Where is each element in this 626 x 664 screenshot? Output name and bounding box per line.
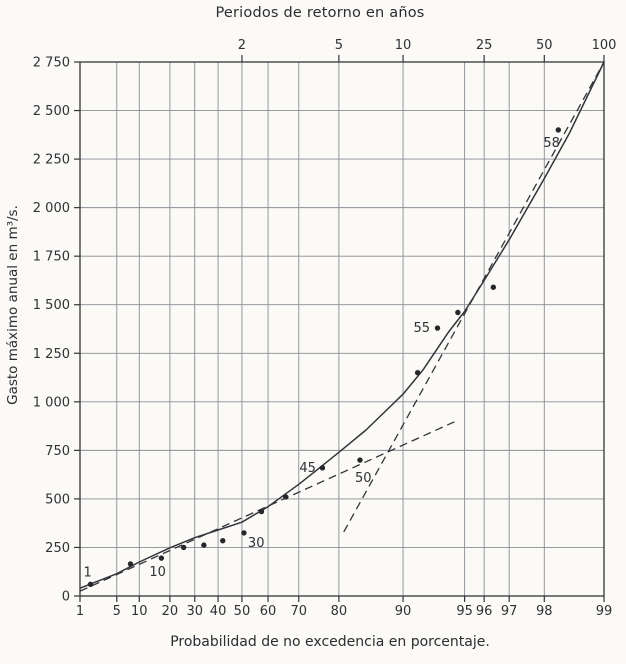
- data-point: [455, 309, 461, 316]
- x-tick-label: 95: [456, 604, 473, 619]
- x-tick-label: 70: [290, 604, 307, 619]
- top-axis-title: Periodos de retorno en años: [215, 5, 425, 21]
- top-axis: 2 5 10 25 50 100: [238, 38, 617, 62]
- point-rank-label: 45: [299, 461, 316, 476]
- point-rank-label: 55: [414, 321, 431, 336]
- point-rank-label: 30: [248, 536, 265, 551]
- data-point: [220, 537, 226, 544]
- data-point: [414, 369, 421, 376]
- x-tick-label: 1: [76, 604, 84, 619]
- x-axis-title: Probabilidad de no excedencia en porcent…: [170, 634, 490, 650]
- data-point: [357, 457, 363, 463]
- x-axis: 1 5 10 20 30 40 50 60 70 80 90 95 96 97 98 99: [76, 596, 612, 619]
- y-tick-label: 500: [45, 492, 70, 507]
- x-tick-label: 80: [331, 604, 348, 619]
- data-point: [180, 544, 187, 551]
- y-tick-label: 1 750: [33, 250, 70, 265]
- fit-lines: [79, 61, 605, 592]
- top-tick-label: 10: [395, 38, 412, 53]
- y-tick-label: 0: [62, 590, 70, 605]
- gumbel-dashed-line-2: [343, 61, 605, 533]
- y-tick-label: 250: [45, 541, 70, 556]
- x-tick-label: 60: [260, 604, 277, 619]
- point-rank-label: 10: [149, 565, 166, 580]
- data-point: [283, 494, 289, 500]
- y-tick-label: 2 500: [33, 104, 70, 119]
- x-tick-label: 20: [162, 604, 179, 619]
- top-tick-label: 2: [238, 38, 246, 53]
- x-tick-label: 97: [501, 604, 518, 619]
- x-tick-label: 30: [186, 604, 203, 619]
- plot-border: [79, 61, 605, 597]
- grid: [80, 62, 604, 596]
- x-tick-label: 99: [596, 604, 613, 619]
- data-point: [258, 508, 265, 515]
- point-rank-label: 1: [83, 565, 91, 580]
- point-rank-label: 58: [543, 136, 560, 151]
- y-tick-label: 2 750: [33, 56, 70, 71]
- x-tick-label: 50: [234, 604, 251, 619]
- top-tick-label: 25: [476, 38, 493, 53]
- x-tick-label: 10: [131, 604, 148, 619]
- point-rank-label: 50: [355, 471, 372, 486]
- y-tick-label: 1 250: [33, 347, 70, 362]
- combined-fit-curve: [79, 61, 605, 589]
- top-tick-label: 100: [592, 38, 617, 53]
- data-point: [87, 581, 94, 588]
- y-axis-title: Gasto máximo anual en m³/s.: [5, 205, 21, 405]
- x-tick-label: 96: [476, 604, 493, 619]
- data-point: [319, 465, 326, 471]
- y-tick-label: 1 000: [33, 395, 70, 410]
- x-tick-label: 90: [395, 604, 412, 619]
- data-point: [490, 284, 497, 290]
- y-axis: 0 250 500 750 1 000 1 250 1 500 1 750 2 000 2 250…: [33, 56, 80, 605]
- y-tick-label: 1 500: [33, 298, 70, 313]
- y-tick-label: 750: [45, 444, 70, 459]
- data-point: [201, 542, 207, 548]
- y-tick-label: 2 000: [33, 201, 70, 216]
- y-tick-label: 2 250: [33, 153, 70, 168]
- data-point: [158, 555, 165, 561]
- x-tick-label: 98: [536, 604, 553, 619]
- gumbel-dashed-line-1: [79, 419, 459, 592]
- data-points: 1 10 30 45 50 55 58: [83, 127, 562, 588]
- top-tick-label: 5: [335, 38, 343, 53]
- data-point: [555, 127, 562, 133]
- top-tick-label: 50: [536, 38, 553, 53]
- data-point: [127, 561, 134, 567]
- data-point: [241, 530, 247, 536]
- x-tick-label: 40: [210, 604, 227, 619]
- x-tick-label: 5: [113, 604, 121, 619]
- data-point: [434, 325, 441, 331]
